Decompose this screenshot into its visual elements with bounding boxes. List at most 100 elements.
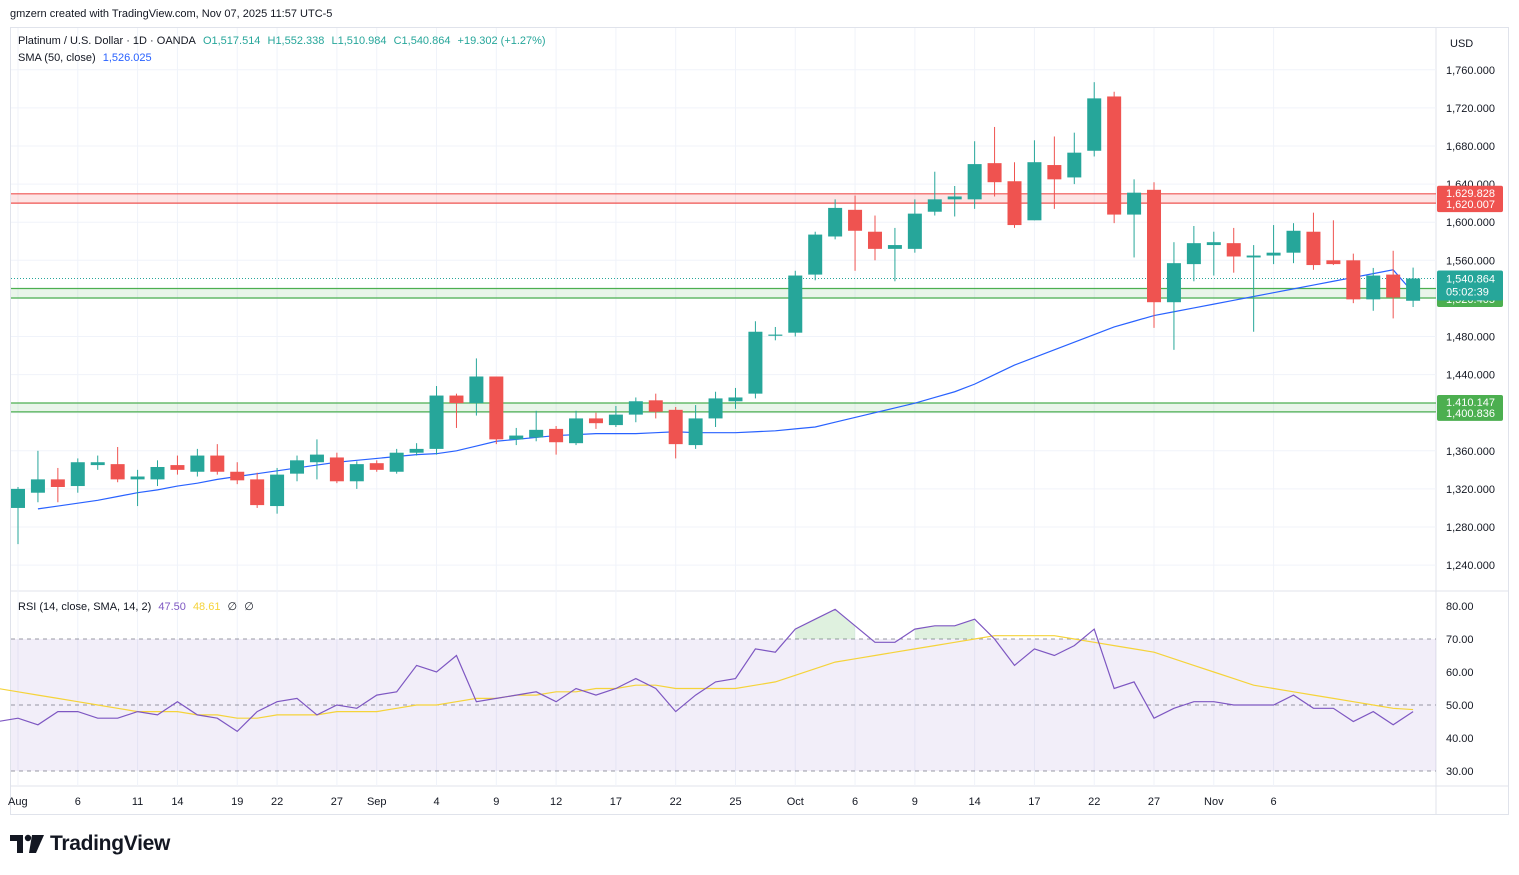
candle-body xyxy=(529,429,544,438)
sma-label: SMA (50, close) xyxy=(18,52,96,64)
tradingview-logo-text: TradingView xyxy=(50,832,171,855)
price-tick-label: 1,480.000 xyxy=(1446,332,1495,344)
change-value: +19.302 (+1.27%) xyxy=(457,35,546,47)
candle-body xyxy=(947,196,962,200)
candle-body xyxy=(1107,96,1122,215)
candle-body xyxy=(509,435,524,440)
candle-body xyxy=(788,275,803,333)
countdown-label: 05:02:39 xyxy=(1446,287,1489,299)
symbol-title: Platinum / U.S. Dollar · 1D · OANDA xyxy=(18,35,196,47)
candle-body xyxy=(210,455,225,472)
attribution-text: gmzern created with TradingView.com, Nov… xyxy=(10,8,333,20)
rsi-tick-label: 30.00 xyxy=(1446,766,1474,778)
candle-body xyxy=(130,476,145,480)
price-tick-label: 1,600.000 xyxy=(1446,217,1495,229)
x-tick-label: 17 xyxy=(610,796,622,808)
candle-body xyxy=(588,418,603,424)
price-tick-label: 1,720.000 xyxy=(1446,103,1495,115)
level-price-label: 1,629.828 xyxy=(1446,188,1495,200)
support-zone xyxy=(11,288,1436,299)
level-price-tag xyxy=(1437,405,1503,421)
candle-body xyxy=(1206,242,1221,246)
rsi-overbought-fill xyxy=(795,609,856,639)
candle-body xyxy=(1406,278,1421,301)
x-tick-label: 14 xyxy=(171,796,183,808)
open-value: O1,517.514 xyxy=(202,35,261,47)
price-tick-label: 1,360.000 xyxy=(1446,446,1495,458)
candle-body xyxy=(369,463,384,470)
x-tick-label: 14 xyxy=(969,796,981,808)
candle-body xyxy=(190,455,205,472)
candle-body xyxy=(389,452,404,472)
candle-body xyxy=(569,418,584,444)
rsi-line xyxy=(0,608,1414,733)
candle-body xyxy=(349,464,364,482)
currency-button[interactable]: USD xyxy=(1441,32,1503,56)
candle-body xyxy=(1266,252,1281,256)
candle-body xyxy=(329,457,344,482)
tradingview-logo[interactable]: TradingView xyxy=(10,832,170,856)
rsi-extra-value: ∅ xyxy=(227,601,238,613)
candle-body xyxy=(1147,189,1162,303)
candle-body xyxy=(489,376,504,440)
rsi-value: 47.50 xyxy=(158,601,186,613)
candle-body xyxy=(768,334,783,336)
candle-body xyxy=(708,398,723,419)
candle-body xyxy=(628,401,643,415)
x-tick-label: Aug xyxy=(8,796,28,808)
price-tick-label: 1,320.000 xyxy=(1446,484,1495,496)
candle-body xyxy=(30,479,45,493)
candle-body xyxy=(469,376,484,404)
price-tick-label: 1,440.000 xyxy=(1446,370,1495,382)
candle-body xyxy=(1286,230,1301,253)
candle-body xyxy=(110,464,125,480)
high-value: H1,552.338 xyxy=(267,35,325,47)
candle-body xyxy=(50,479,65,487)
close-value: C1,540.864 xyxy=(393,35,451,47)
rsi-tick-label: 50.00 xyxy=(1446,700,1474,712)
candle-body xyxy=(1386,274,1401,298)
candle-body xyxy=(270,474,285,507)
x-tick-label: 25 xyxy=(729,796,741,808)
candle-body xyxy=(90,462,105,466)
x-tick-label: 27 xyxy=(1148,796,1160,808)
candle-body xyxy=(70,462,85,487)
candle-body xyxy=(608,414,623,426)
level-price-label: 1,400.836 xyxy=(1446,408,1495,420)
price-tick-label: 1,280.000 xyxy=(1446,522,1495,534)
candle-body xyxy=(409,448,424,453)
rsi-sma-value: 48.61 xyxy=(192,601,221,613)
sma-legend[interactable]: SMA (50, close) 1,526.025 xyxy=(18,52,156,64)
x-tick-label: 19 xyxy=(231,796,243,808)
sma-value: 1,526.025 xyxy=(102,52,152,64)
candle-body xyxy=(907,213,922,249)
x-tick-label: Oct xyxy=(787,796,804,808)
x-tick-label: 22 xyxy=(1088,796,1100,808)
candle-body xyxy=(808,234,823,275)
x-tick-label: 6 xyxy=(1271,796,1277,808)
symbol-legend: Platinum / U.S. Dollar · 1D · OANDA O1,5… xyxy=(18,35,550,47)
candle-body xyxy=(549,428,564,443)
x-tick-label: Nov xyxy=(1204,796,1224,808)
candle-body xyxy=(828,207,843,237)
x-tick-label: 12 xyxy=(550,796,562,808)
candle-body xyxy=(1007,181,1022,226)
x-tick-label: 9 xyxy=(493,796,499,808)
candle-body xyxy=(1326,260,1341,265)
candle-body xyxy=(1366,275,1381,300)
rsi-label: RSI (14, close, SMA, 14, 2) xyxy=(18,601,152,613)
chart-frame xyxy=(10,27,1509,815)
price-tick-label: 1,560.000 xyxy=(1446,255,1495,267)
x-tick-label: 22 xyxy=(271,796,283,808)
candle-body xyxy=(1166,263,1181,303)
rsi-tick-label: 40.00 xyxy=(1446,733,1474,745)
candle-body xyxy=(230,471,245,481)
level-price-label: 1,620.007 xyxy=(1446,199,1495,211)
candle-body xyxy=(1306,231,1321,266)
rsi-tick-label: 80.00 xyxy=(1446,601,1474,613)
x-tick-label: 27 xyxy=(331,796,343,808)
candle-body xyxy=(688,418,703,446)
rsi-legend[interactable]: RSI (14, close, SMA, 14, 2) 47.50 48.61 … xyxy=(18,600,258,613)
x-tick-label: Sep xyxy=(367,796,387,808)
